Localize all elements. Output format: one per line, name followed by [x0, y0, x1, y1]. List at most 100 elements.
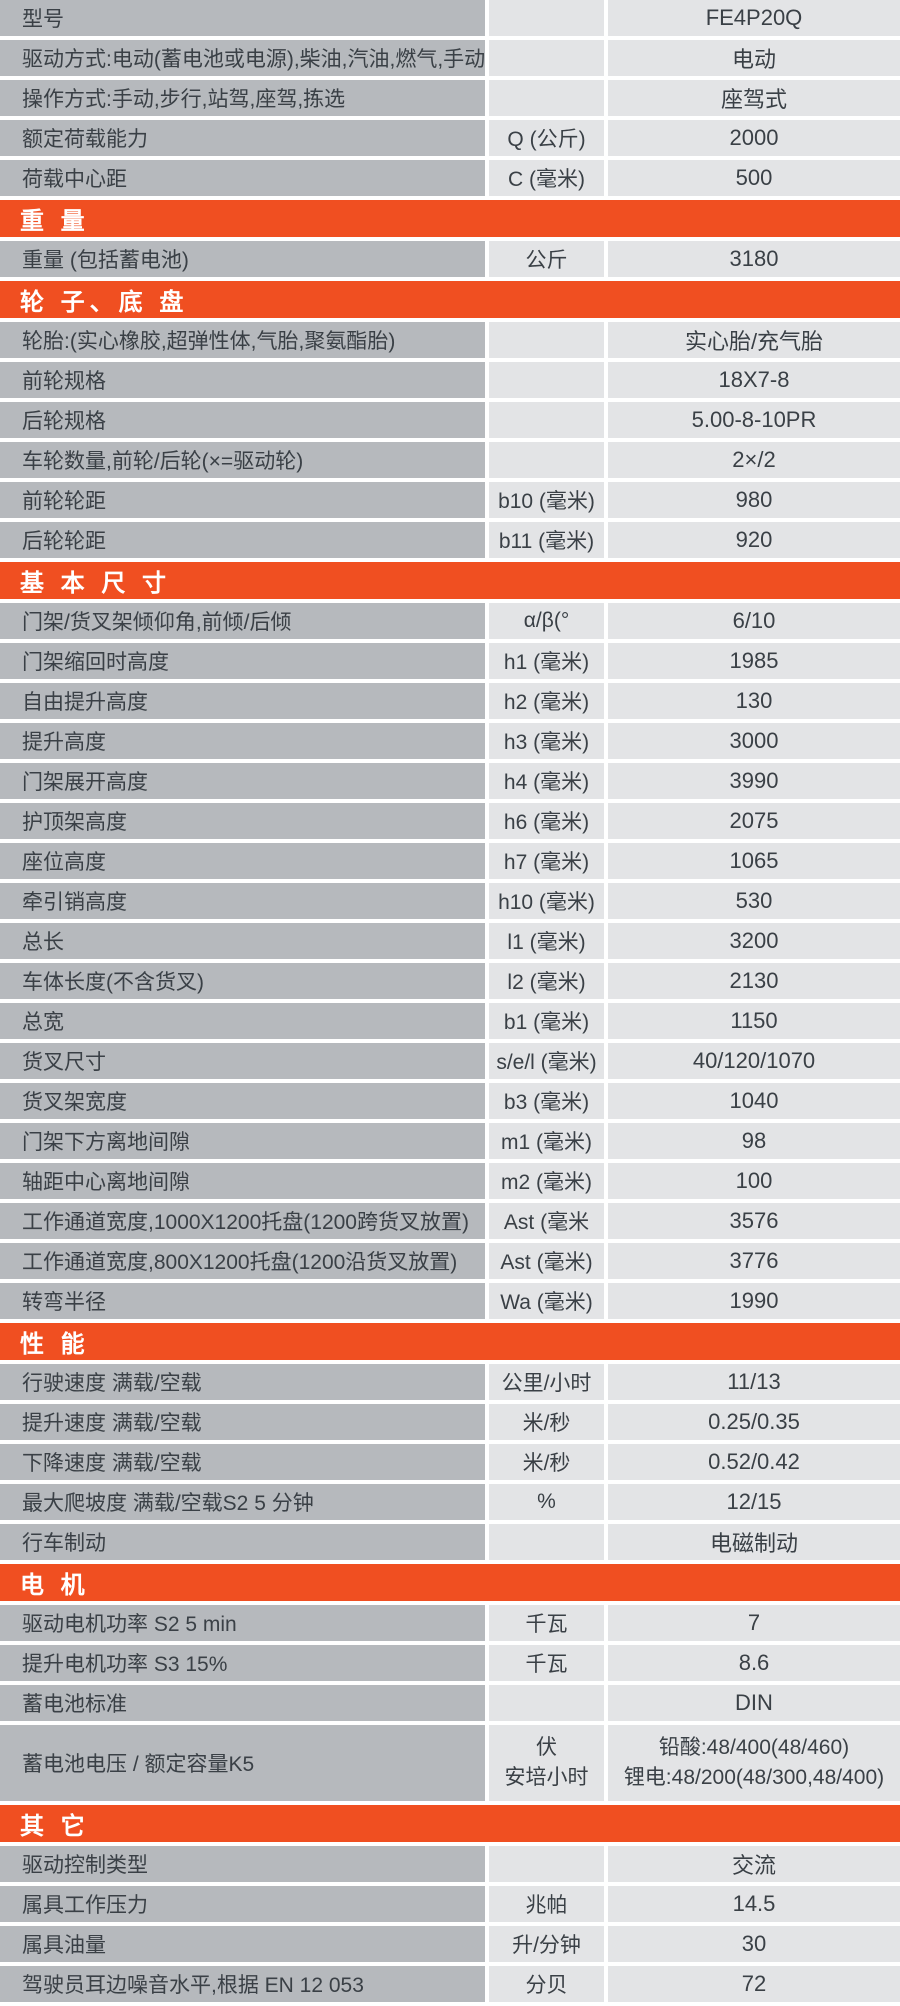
spec-unit: 分贝 — [489, 1966, 604, 2002]
section-title: 电 机 — [20, 1572, 90, 1599]
spec-value: 1040 — [608, 1083, 900, 1119]
spec-unit: 千瓦 — [489, 1645, 604, 1681]
spec-unit: h1 (毫米) — [489, 643, 604, 679]
spec-row: 车轮数量,前轮/后轮(×=驱动轮) 2×/2 — [0, 442, 900, 478]
spec-value: 2000 — [608, 120, 900, 156]
spec-unit — [489, 362, 604, 398]
spec-row: 额定荷载能力 Q (公斤) 2000 — [0, 120, 900, 156]
spec-value: 130 — [608, 683, 900, 719]
spec-row: 后轮规格 5.00-8-10PR — [0, 402, 900, 438]
spec-value: 电动 — [608, 40, 900, 76]
spec-label: 座位高度 — [0, 843, 485, 879]
spec-unit: 公斤 — [489, 241, 604, 277]
spec-label: 后轮规格 — [0, 402, 485, 438]
spec-unit: h3 (毫米) — [489, 723, 604, 759]
spec-row: 门架下方离地间隙 m1 (毫米) 98 — [0, 1123, 900, 1159]
spec-unit: % — [489, 1484, 604, 1520]
spec-label: 总宽 — [0, 1003, 485, 1039]
spec-value: 2130 — [608, 963, 900, 999]
section-header: 性 能 — [0, 1323, 900, 1360]
spec-label: 下降速度 满载/空载 — [0, 1444, 485, 1480]
spec-label: 货叉架宽度 — [0, 1083, 485, 1119]
spec-label: 护顶架高度 — [0, 803, 485, 839]
spec-value: 1150 — [608, 1003, 900, 1039]
spec-unit: h4 (毫米) — [489, 763, 604, 799]
spec-value: 11/13 — [608, 1364, 900, 1400]
spec-label: 前轮轮距 — [0, 482, 485, 518]
spec-value: 98 — [608, 1123, 900, 1159]
spec-value: 72 — [608, 1966, 900, 2002]
spec-value: 980 — [608, 482, 900, 518]
spec-label: 荷载中心距 — [0, 160, 485, 196]
spec-unit: 米/秒 — [489, 1444, 604, 1480]
spec-label: 门架下方离地间隙 — [0, 1123, 485, 1159]
spec-row: 前轮轮距 b10 (毫米) 980 — [0, 482, 900, 518]
spec-unit — [489, 1685, 604, 1721]
spec-unit: b3 (毫米) — [489, 1083, 604, 1119]
spec-value: 座驾式 — [608, 80, 900, 116]
spec-unit: b10 (毫米) — [489, 482, 604, 518]
spec-value: 920 — [608, 522, 900, 558]
spec-label: 货叉尺寸 — [0, 1043, 485, 1079]
spec-unit: m2 (毫米) — [489, 1163, 604, 1199]
spec-row: 提升高度 h3 (毫米) 3000 — [0, 723, 900, 759]
spec-row: 驱动控制类型 交流 — [0, 1846, 900, 1882]
spec-unit: 千瓦 — [489, 1605, 604, 1641]
spec-unit: Ast (毫米 — [489, 1203, 604, 1239]
spec-value: 3990 — [608, 763, 900, 799]
spec-value: DIN — [608, 1685, 900, 1721]
spec-unit — [489, 442, 604, 478]
spec-value: 0.25/0.35 — [608, 1404, 900, 1440]
spec-label: 轴距中心离地间隙 — [0, 1163, 485, 1199]
spec-value: 铅酸:48/400(48/460) 锂电:48/200(48/300,48/400… — [608, 1725, 900, 1801]
spec-label: 转弯半径 — [0, 1283, 485, 1319]
spec-row: 牵引销高度 h10 (毫米) 530 — [0, 883, 900, 919]
spec-unit: s/e/l (毫米) — [489, 1043, 604, 1079]
spec-unit: C (毫米) — [489, 160, 604, 196]
spec-row: 属具工作压力 兆帕 14.5 — [0, 1886, 900, 1922]
spec-unit — [489, 80, 604, 116]
spec-row: 提升速度 满载/空载 米/秒 0.25/0.35 — [0, 1404, 900, 1440]
spec-unit — [489, 40, 604, 76]
spec-row: 驱动方式:电动(蓄电池或电源),柴油,汽油,燃气,手动 电动 — [0, 40, 900, 76]
spec-unit: 伏安培小时 — [489, 1725, 604, 1801]
spec-value: 电磁制动 — [608, 1524, 900, 1560]
section-header: 重 量 — [0, 200, 900, 237]
spec-label: 蓄电池电压 / 额定容量K5 — [0, 1725, 485, 1801]
spec-row: 型号 FE4P20Q — [0, 0, 900, 36]
spec-unit: l1 (毫米) — [489, 923, 604, 959]
spec-unit: 兆帕 — [489, 1886, 604, 1922]
spec-value: 3200 — [608, 923, 900, 959]
spec-row: 转弯半径 Wa (毫米) 1990 — [0, 1283, 900, 1319]
spec-value-line: 锂电:48/200(48/300,48/400) — [623, 1766, 885, 1789]
spec-row: 行驶速度 满载/空载 公里/小时 11/13 — [0, 1364, 900, 1400]
spec-row: 行车制动 电磁制动 — [0, 1524, 900, 1560]
spec-value: 3180 — [608, 241, 900, 277]
spec-unit: Ast (毫米) — [489, 1243, 604, 1279]
spec-unit: h6 (毫米) — [489, 803, 604, 839]
spec-value: 18X7-8 — [608, 362, 900, 398]
spec-row: 下降速度 满载/空载 米/秒 0.52/0.42 — [0, 1444, 900, 1480]
spec-row: 护顶架高度 h6 (毫米) 2075 — [0, 803, 900, 839]
spec-row: 车体长度(不含货叉) l2 (毫米) 2130 — [0, 963, 900, 999]
spec-row: 轴距中心离地间隙 m2 (毫米) 100 — [0, 1163, 900, 1199]
spec-row: 蓄电池标准 DIN — [0, 1685, 900, 1721]
section-title: 基 本 尺 寸 — [20, 570, 172, 597]
spec-row: 座位高度 h7 (毫米) 1065 — [0, 843, 900, 879]
spec-label: 行驶速度 满载/空载 — [0, 1364, 485, 1400]
spec-row: 工作通道宽度,800X1200托盘(1200沿货叉放置) Ast (毫米) 3776 — [0, 1243, 900, 1279]
spec-value: 3000 — [608, 723, 900, 759]
spec-label: 提升速度 满载/空载 — [0, 1404, 485, 1440]
spec-row: 驾驶员耳边噪音水平,根据 EN 12 053 分贝 72 — [0, 1966, 900, 2002]
spec-value: 7 — [608, 1605, 900, 1641]
spec-row: 驱动电机功率 S2 5 min 千瓦 7 — [0, 1605, 900, 1641]
spec-value: 6/10 — [608, 603, 900, 639]
spec-row: 荷载中心距 C (毫米) 500 — [0, 160, 900, 196]
section-header: 其 它 — [0, 1805, 900, 1842]
spec-unit: Q (公斤) — [489, 120, 604, 156]
spec-unit — [489, 0, 604, 36]
spec-label: 后轮轮距 — [0, 522, 485, 558]
spec-value: 1985 — [608, 643, 900, 679]
spec-value: 40/120/1070 — [608, 1043, 900, 1079]
